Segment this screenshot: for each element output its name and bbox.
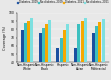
Bar <box>45 24 48 80</box>
Bar <box>84 18 87 80</box>
Bar <box>95 26 98 80</box>
Bar <box>74 48 77 80</box>
Bar <box>102 19 105 80</box>
Bar <box>27 21 30 80</box>
Legend: Diabetes, 2009, No diabetes, 2009, Diabetes, 2021, No diabetes, 2021: Diabetes, 2009, No diabetes, 2009, Diabe… <box>17 0 109 4</box>
Bar <box>48 20 51 80</box>
Bar <box>77 24 80 80</box>
Bar <box>92 33 95 80</box>
Bar <box>63 30 66 80</box>
Bar <box>39 33 42 80</box>
Bar <box>30 18 34 80</box>
Bar <box>98 22 101 80</box>
Bar <box>21 30 24 80</box>
Bar <box>42 28 45 80</box>
Bar <box>56 48 59 80</box>
Bar <box>60 38 63 80</box>
Y-axis label: Coverage (%): Coverage (%) <box>3 25 7 50</box>
Bar <box>24 23 27 80</box>
Bar <box>81 21 84 80</box>
Bar <box>66 24 69 80</box>
